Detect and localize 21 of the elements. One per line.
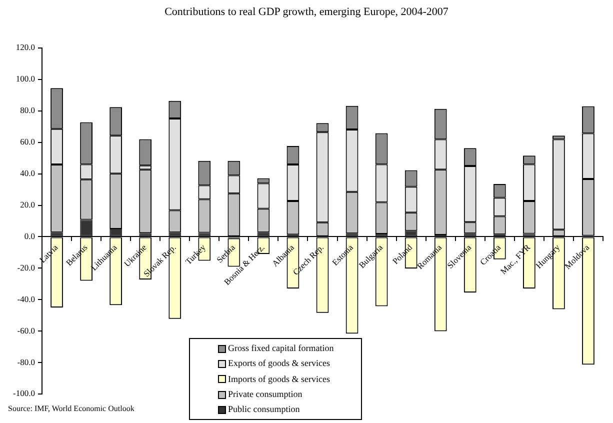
y-tick-label: -20.0 bbox=[17, 262, 35, 272]
y-tick-label: -100.0 bbox=[13, 388, 35, 398]
legend-label: Gross fixed capital formation bbox=[228, 343, 334, 354]
chart-title: Contributions to real GDP growth, emerging Europe, 2004-2007 bbox=[164, 6, 450, 19]
bar bbox=[404, 230, 418, 236]
y-tick-label: -80.0 bbox=[17, 356, 35, 367]
y-tick-label: 80.0 bbox=[20, 105, 35, 116]
legend-label: Imports of goods & services bbox=[228, 374, 330, 385]
y-tick-label: 120.0 bbox=[16, 42, 35, 52]
y-tick-label: 20.0 bbox=[20, 200, 35, 210]
y-tick-label: -60.0 bbox=[17, 325, 35, 336]
y-tick-label: 60.0 bbox=[20, 136, 35, 147]
y-tick-label: -40.0 bbox=[17, 294, 35, 304]
y-tick-label: 100.0 bbox=[16, 74, 35, 84]
bar bbox=[110, 229, 122, 236]
y-tick-label: 40.0 bbox=[20, 168, 35, 178]
source-note: Source: IMF, World Economic Outlook bbox=[8, 404, 134, 414]
legend-label: Exports of goods & services bbox=[228, 358, 330, 370]
legend-label: Public consumption bbox=[228, 404, 300, 416]
y-tick-label: 0.0 bbox=[24, 230, 35, 241]
legend-label: Private consumption bbox=[228, 389, 302, 400]
